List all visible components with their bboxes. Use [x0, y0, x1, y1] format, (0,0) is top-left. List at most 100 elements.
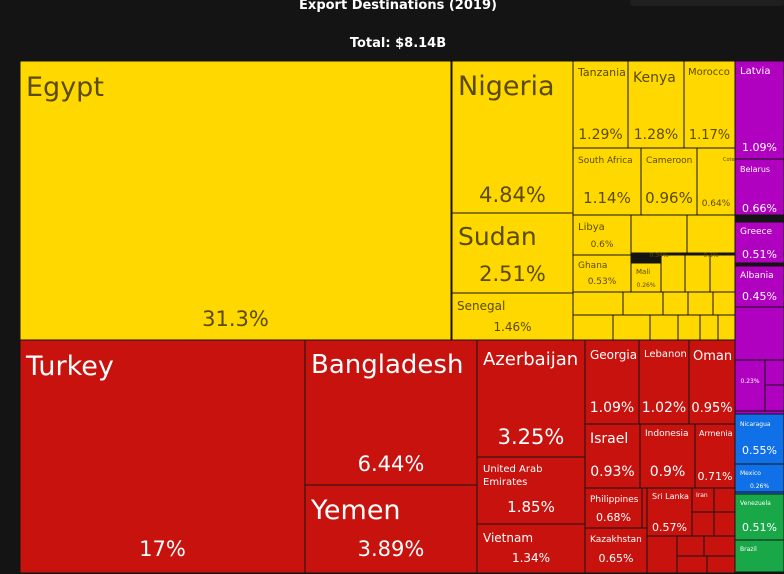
treemap-tile-cote: [696, 147, 736, 216]
treemap-label-value: 4.84%: [479, 183, 546, 207]
treemap-tile-minor: [764, 359, 784, 386]
treemap-tile-iran: [691, 487, 715, 513]
treemap-tile-georgia: [584, 339, 640, 425]
treemap-label-name: Senegal: [457, 299, 505, 313]
treemap-label-value: 1.14%: [583, 189, 631, 207]
treemap-label-value: 1.02%: [642, 400, 686, 416]
treemap-label-value: 0.26%: [750, 483, 769, 490]
treemap-label-name: Israel: [590, 431, 628, 447]
treemap-tile-minor: [703, 535, 736, 557]
treemap-label-value: 17%: [139, 537, 186, 561]
treemap-label-name: Georgia: [590, 348, 637, 362]
treemap-label-name: Sudan: [458, 222, 537, 251]
treemap-label-value: 1.09%: [590, 400, 634, 416]
treemap-tile-greece: [734, 221, 784, 264]
treemap-label-value: 0.71%: [698, 470, 733, 483]
treemap-label-name: Nicaragua: [740, 421, 771, 428]
treemap-tile-minor: [646, 535, 678, 574]
treemap-label-name: Philippines: [590, 495, 639, 505]
treemap-tile-minor: [676, 555, 708, 574]
treemap-label-value: 1.46%: [493, 320, 531, 334]
treemap-label-name: Vietnam: [483, 531, 533, 545]
treemap-label-name: Armenia: [699, 429, 733, 438]
treemap-label-value: 1.34%: [512, 551, 550, 565]
treemap-tile-brazil: [734, 539, 784, 573]
treemap-label-value: 0.9%: [650, 464, 686, 480]
treemap-label-name: Cote: [723, 157, 735, 163]
treemap-tile-united-arab-emirates: [476, 456, 586, 525]
treemap-tile-minor: [713, 487, 736, 513]
treemap-tile-indonesia: [639, 423, 696, 489]
treemap-label-name: Mali: [636, 268, 650, 276]
treemap-label-value: 1.29%: [578, 127, 622, 143]
treemap-tile-minor: [676, 535, 705, 557]
treemap-label-value: 0.45%: [742, 290, 777, 303]
treemap-tile-minor: [706, 555, 736, 574]
treemap-tile-egypt: [19, 60, 452, 341]
treemap-tile-tile-35: [734, 359, 766, 412]
treemap-label-value: 0.68%: [596, 511, 631, 524]
treemap-tile-minor: [649, 314, 679, 341]
treemap-label-value: 0.34%: [649, 252, 668, 259]
treemap-label-name: Yemen: [310, 495, 401, 526]
treemap-label-value: 3.89%: [358, 537, 425, 561]
treemap-tile-minor: [712, 291, 736, 316]
treemap-label-name: Greece: [740, 227, 772, 237]
treemap-label-name: Morocco: [688, 67, 730, 78]
treemap-label-name: South Africa: [578, 156, 633, 166]
treemap-label-value: 1.28%: [634, 127, 678, 143]
treemap-tile-minor: [717, 314, 736, 341]
treemap-tile-yemen: [304, 484, 478, 574]
treemap-label-name: Kazakhstan: [590, 535, 642, 545]
treemap-tile-minor: [713, 511, 736, 537]
treemap-label-value: 6.44%: [358, 452, 425, 476]
treemap-tile-ghana: [572, 254, 632, 293]
treemap-label-value: 1.17%: [689, 128, 730, 143]
treemap-tile-cameroon: [640, 147, 698, 216]
treemap-tile-minor: [612, 314, 651, 341]
treemap-tile-minor: [764, 384, 784, 412]
treemap-tile-minor: [572, 314, 614, 341]
treemap-label-value: 2.51%: [479, 262, 546, 286]
chart-subtitle: Total: $8.14B: [349, 36, 447, 51]
treemap-label-value: 0.64%: [702, 199, 731, 209]
treemap-label-name: Emirates: [483, 477, 527, 488]
treemap-tile-minor: [734, 306, 784, 361]
treemap-label-name: Mexico: [740, 470, 761, 477]
window-tab-strip: [630, 0, 784, 6]
treemap-tile-south-africa: [572, 147, 642, 216]
treemap-tile-mali: [630, 262, 662, 293]
treemap-label-name: Nigeria: [458, 71, 555, 102]
treemap-tile-tanzania: [572, 60, 629, 149]
treemap-label-name: Azerbaijan: [483, 349, 578, 370]
treemap-label-name: Lebanon: [644, 349, 687, 360]
treemap-label-value: 1.85%: [507, 498, 555, 516]
treemap-label-name: Latvia: [740, 66, 770, 77]
treemap-label-name: Libya: [578, 222, 605, 233]
treemap-tile-tile-14: [686, 214, 736, 254]
treemap-label-value: 0.3%: [703, 252, 719, 259]
treemap-tile-kazakhstan: [584, 527, 648, 574]
treemap-label-name: United Arab: [483, 464, 542, 475]
treemap-tile-mexico: [734, 463, 784, 493]
treemap-label-value: 0.23%: [740, 378, 759, 385]
treemap-tile-lebanon: [638, 339, 690, 425]
treemap-tile-minor: [687, 291, 714, 316]
treemap-label-value: 0.55%: [742, 444, 777, 457]
treemap-label-name: Venezuela: [740, 500, 771, 507]
treemap-tile-minor: [572, 291, 624, 316]
treemap-label-name: Tanzania: [577, 66, 626, 79]
treemap-tile-minor: [662, 291, 689, 316]
treemap-label-value: 0.6%: [591, 240, 614, 250]
treemap-label-value: 3.25%: [498, 425, 565, 449]
treemap-label-value: 0.51%: [742, 248, 777, 261]
treemap-label-name: Egypt: [26, 72, 104, 103]
treemap-tile-minor: [677, 314, 701, 341]
treemap-label-name: Iran: [696, 492, 708, 499]
treemap-tile-minor: [699, 314, 719, 341]
treemap-label-name: Oman: [693, 349, 732, 364]
treemap-label-name: Kenya: [633, 70, 676, 86]
treemap-tile-belarus: [734, 158, 784, 216]
treemap-label-value: 31.3%: [202, 307, 269, 331]
